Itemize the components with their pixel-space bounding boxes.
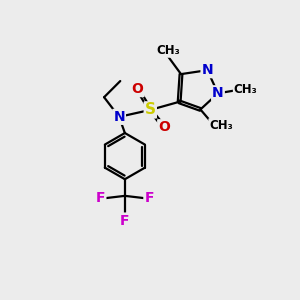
Text: CH₃: CH₃ (234, 83, 258, 96)
Text: N: N (202, 63, 213, 77)
Text: O: O (158, 120, 170, 134)
Text: N: N (212, 86, 224, 100)
Text: F: F (96, 191, 105, 205)
Text: N: N (113, 110, 125, 124)
Text: O: O (132, 82, 143, 96)
Text: CH₃: CH₃ (156, 44, 180, 57)
Text: CH₃: CH₃ (209, 119, 233, 132)
Text: F: F (144, 191, 154, 205)
Text: S: S (145, 102, 156, 117)
Text: F: F (120, 214, 130, 228)
